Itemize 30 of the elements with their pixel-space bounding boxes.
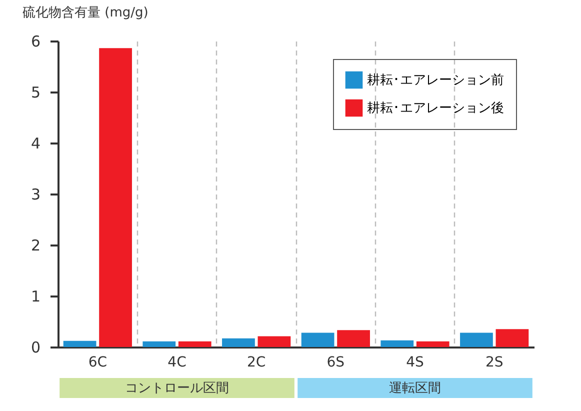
x-tick-label: 6S: [326, 354, 345, 370]
y-tick-label: 6: [30, 32, 40, 50]
text: コントロール区間: [125, 381, 229, 396]
bar: [178, 341, 212, 347]
x-tick-label: 4C: [168, 354, 187, 370]
y-tick-label: 0: [30, 338, 40, 356]
y-axis-title: 硫化物含有量 (mg/g): [22, 6, 148, 20]
x-tick-label: 2C: [246, 354, 266, 370]
bar: [63, 340, 96, 347]
y-tick-label: 1: [30, 288, 40, 306]
legend-label: 耕耘･エアレーション後: [367, 101, 504, 116]
bar: [337, 330, 370, 347]
bar: [496, 329, 529, 347]
bar: [460, 332, 493, 347]
bar: [301, 332, 334, 347]
bar: [258, 336, 291, 347]
bar: [142, 341, 176, 347]
x-tick-label: 4S: [406, 354, 424, 370]
bar: [99, 48, 132, 347]
bar: [222, 338, 255, 347]
y-tick-label: 4: [30, 134, 40, 152]
text: 運転区間: [389, 381, 441, 396]
bar: [380, 340, 414, 347]
y-tick-label: 2: [30, 236, 40, 254]
legend-label: 耕耘･エアレーション前: [367, 73, 504, 88]
y-tick-label: 3: [30, 186, 40, 204]
y-tick-label: 5: [30, 84, 40, 102]
x-tick-label: 6C: [88, 354, 108, 370]
x-tick-label: 2S: [485, 354, 504, 370]
bar: [416, 341, 450, 347]
